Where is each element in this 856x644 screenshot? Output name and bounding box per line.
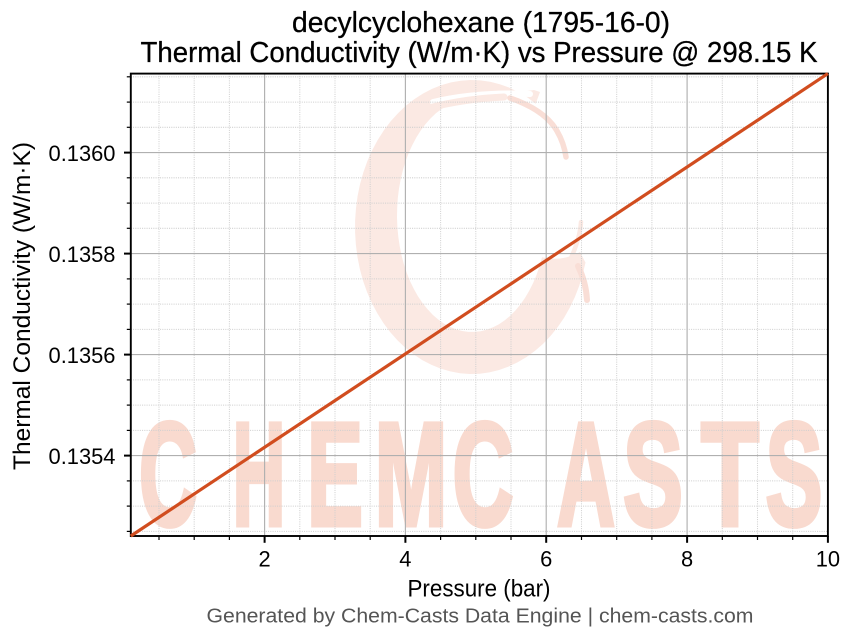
svg-text:0.1360: 0.1360 <box>49 141 116 166</box>
svg-text:Thermal Conductivity (W/m·K) v: Thermal Conductivity (W/m·K) vs Pressure… <box>141 37 818 69</box>
svg-text:Thermal Conductivity (W/m·K): Thermal Conductivity (W/m·K) <box>9 142 36 470</box>
svg-text:S: S <box>766 393 823 557</box>
svg-text:T: T <box>701 393 759 557</box>
svg-text:10: 10 <box>816 547 840 572</box>
svg-text:0.1354: 0.1354 <box>49 444 116 469</box>
svg-text:2: 2 <box>259 547 271 572</box>
svg-text:S: S <box>623 393 683 557</box>
svg-text:C: C <box>139 393 197 557</box>
svg-text:4: 4 <box>399 547 411 572</box>
svg-text:6: 6 <box>540 547 552 572</box>
svg-text:8: 8 <box>681 547 693 572</box>
svg-text:Generated by Chem-Casts Data E: Generated by Chem-Casts Data Engine | ch… <box>207 606 754 628</box>
svg-text:H: H <box>233 393 286 557</box>
svg-text:0.1358: 0.1358 <box>49 242 116 267</box>
svg-text:A: A <box>557 393 615 557</box>
svg-text:decylcyclohexane (1795-16-0): decylcyclohexane (1795-16-0) <box>292 7 670 39</box>
svg-text:0.1356: 0.1356 <box>49 343 116 368</box>
svg-text:C: C <box>453 393 514 557</box>
svg-text:M: M <box>375 393 448 557</box>
svg-text:Pressure (bar): Pressure (bar) <box>408 575 551 602</box>
